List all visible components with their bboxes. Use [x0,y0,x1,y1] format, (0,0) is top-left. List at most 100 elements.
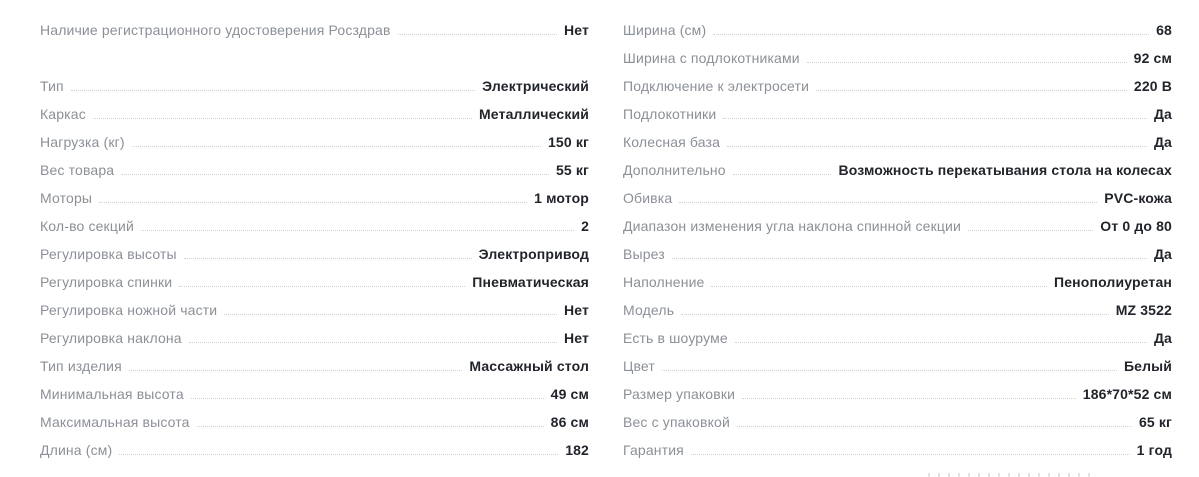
spec-row: Размер упаковки 186*70*52 см [623,380,1172,408]
spec-row: Нагрузка (кг) 150 кг [40,128,589,156]
spec-label: Обивка [623,190,673,206]
spec-label: Вес с упаковкой [623,414,730,430]
dotted-leader [121,173,549,175]
spec-label: Регулировка наклона [40,330,182,346]
spec-row: Каркас Металлический [40,100,589,128]
spec-row: Тип Электрический [40,72,589,100]
dotted-leader [70,89,476,91]
dotted-leader [711,285,1048,287]
spec-label: Регулировка спинки [40,274,173,290]
spec-value: 220 В [1133,78,1172,94]
spec-value: MZ 3522 [1115,302,1172,318]
dotted-leader [734,341,1147,343]
spec-label: Тип [40,78,64,94]
dotted-leader [179,285,466,287]
cutoff-text-fragment [928,473,1094,477]
spec-value: Нет [563,22,589,38]
spec-value: 49 см [550,386,589,402]
spec-row: Подключение к электросети 220 В [623,72,1172,100]
spec-value: 182 [565,442,589,458]
dotted-leader [128,369,463,371]
dotted-leader [131,145,541,147]
spec-value: 92 см [1133,50,1172,66]
spec-row: Обивка PVC-кожа [623,184,1172,212]
dotted-leader [188,341,557,343]
spec-row: Колесная база Да [623,128,1172,156]
spec-row: Гарантия 1 год [623,436,1172,464]
dotted-leader [742,397,1076,399]
dotted-leader [397,33,557,35]
spec-column-right: Ширина (см) 68 Ширина с подлокотниками 92 с… [623,16,1172,464]
spec-label: Подключение к электросети [623,78,810,94]
spec-row: Модель MZ 3522 [623,296,1172,324]
spec-value: Да [1153,134,1172,150]
spec-row: Регулировка ножной части Нет [40,296,589,324]
spec-label: Диапазон изменения угла наклона спинной … [623,218,961,234]
spec-value: Да [1153,246,1172,262]
spec-column-left: Наличие регистрационного удостоверения Р… [40,16,589,464]
spec-label: Кол-во секций [40,218,134,234]
spec-row: Длина (см) 182 [40,436,589,464]
spec-row: Вес товара 55 кг [40,156,589,184]
dotted-leader [806,61,1127,63]
spec-value: 2 [581,218,589,234]
spec-value: 1 год [1136,442,1172,458]
spec-label: Тип изделия [40,358,122,374]
spec-value: Нет [563,302,589,318]
spec-row: Ширина с подлокотниками 92 см [623,44,1172,72]
dotted-leader [190,397,544,399]
spec-value: 55 кг [555,162,589,178]
dotted-leader [967,229,1094,231]
spec-value: Нет [563,330,589,346]
dotted-leader [816,89,1127,91]
dotted-leader [661,369,1117,371]
spec-value: Массажный стол [469,358,589,374]
spec-label: Модель [623,302,675,318]
spec-label: Моторы [40,190,93,206]
spec-row: Дополнительно Возможность перекатывания с… [623,156,1172,184]
spec-label: Подлокотники [623,106,717,122]
spec-value: Электропривод [478,246,589,262]
spec-value: PVC-кожа [1104,190,1172,206]
spec-label: Вес товара [40,162,115,178]
product-specs-panel: Наличие регистрационного удостоверения Р… [40,16,1172,464]
spec-label: Гарантия [623,442,684,458]
dotted-leader [99,201,528,203]
spec-label: Наполнение [623,274,705,290]
spec-label: Колесная база [623,134,721,150]
spec-row: Подлокотники Да [623,100,1172,128]
spec-value: 65 кг [1138,414,1172,430]
spec-row: Кол-во секций 2 [40,212,589,240]
dotted-leader [183,257,472,259]
spec-row: Регулировка спинки Пневматическая [40,268,589,296]
spec-label: Минимальная высота [40,386,184,402]
spec-value: 150 кг [548,134,589,150]
spec-row: Вырез Да [623,240,1172,268]
spec-row: Минимальная высота 49 см [40,380,589,408]
spec-label: Каркас [40,106,86,122]
dotted-leader [119,453,559,455]
dotted-leader [224,313,557,315]
spec-row: Наличие регистрационного удостоверения Р… [40,16,589,44]
spec-label: Ширина с подлокотниками [623,50,800,66]
spec-label: Вырез [623,246,665,262]
spec-label: Регулировка высоты [40,246,177,262]
dotted-leader [671,257,1147,259]
dotted-leader [713,33,1150,35]
dotted-leader [196,425,544,427]
spec-row: Вес с упаковкой 65 кг [623,408,1172,436]
spec-row: Цвет Белый [623,352,1172,380]
spec-row: Наполнение Пенополиуретан [623,268,1172,296]
dotted-leader [736,425,1132,427]
dotted-leader [92,117,472,119]
spec-value: Электрический [482,78,589,94]
spec-row: Тип изделия Массажный стол [40,352,589,380]
spec-value: 68 [1156,22,1172,38]
spec-row: Регулировка высоты Электропривод [40,240,589,268]
spec-label: Ширина (см) [623,22,707,38]
spec-value: Пневматическая [472,274,589,290]
spec-value: Да [1153,330,1172,346]
dotted-leader [140,229,575,231]
spec-label: Регулировка ножной части [40,302,218,318]
spec-label: Наличие регистрационного удостоверения Р… [40,22,391,38]
